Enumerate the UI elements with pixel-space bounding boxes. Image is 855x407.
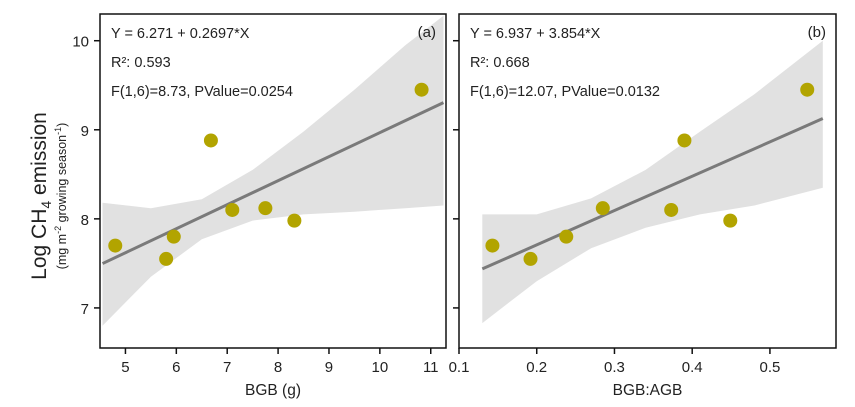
x-tick-label: 10	[372, 359, 389, 376]
r-squared: R²: 0.593	[111, 55, 171, 71]
data-point	[159, 251, 174, 266]
data-point	[203, 133, 218, 148]
r-squared: R²: 0.668	[470, 55, 530, 71]
data-point	[523, 251, 538, 266]
data-point	[664, 202, 679, 217]
data-point	[559, 229, 574, 244]
x-axis-label: BGB (g)	[245, 382, 301, 399]
anova-stats: F(1,6)=8.73, PValue=0.0254	[111, 84, 293, 100]
data-point	[414, 82, 429, 97]
data-point	[723, 213, 738, 228]
x-axis-label: BGB:AGB	[613, 382, 683, 399]
data-point	[800, 82, 815, 97]
anova-stats: F(1,6)=12.07, PValue=0.0132	[470, 84, 660, 100]
x-tick-label: 0.2	[526, 359, 547, 376]
regression-line	[481, 117, 824, 271]
plot-frame	[458, 13, 837, 349]
regression-line	[101, 101, 445, 265]
y-tick-label: 10	[72, 34, 89, 51]
x-tick-label: 6	[172, 359, 180, 376]
x-tick-label: 5	[121, 359, 129, 376]
data-point	[166, 229, 181, 244]
x-tick-label: 7	[223, 359, 231, 376]
panel-label: (a)	[418, 24, 436, 41]
panel-b: 0.1 0.2 0.3 0.4 0.5 Y = 6.937 + 3.854*X R²: …	[449, 13, 837, 399]
data-point	[287, 213, 302, 228]
data-point	[225, 202, 240, 217]
data-point	[677, 133, 692, 148]
x-tick-label: 0.4	[682, 359, 703, 376]
x-tick-label: 8	[274, 359, 282, 376]
plot-frame	[99, 13, 447, 349]
y-tick-label: 7	[81, 301, 89, 318]
data-point	[258, 201, 273, 216]
y-axis-label: Log CH4 emission	[28, 112, 54, 280]
confidence-band	[482, 40, 823, 324]
x-tick-label: 9	[325, 359, 333, 376]
y-axis-unit-label: (mg m-2 growing season-1)	[53, 123, 69, 270]
x-tick-label: 11	[423, 359, 439, 376]
regression-equation: Y = 6.271 + 0.2697*X	[111, 26, 250, 42]
data-point	[595, 201, 610, 216]
panel-label: (b)	[808, 24, 826, 41]
data-point	[108, 238, 123, 253]
x-tick-label: 0.5	[759, 359, 780, 376]
x-tick-label: 0.1	[449, 359, 470, 376]
confidence-band	[102, 15, 444, 326]
x-tick-label: 0.3	[604, 359, 625, 376]
data-point	[485, 238, 500, 253]
regression-equation: Y = 6.937 + 3.854*X	[470, 26, 601, 42]
y-tick-label: 8	[81, 212, 89, 229]
panel-a: 5 6 7 8 9 10 11 7 8 9 10 Y = 6.271 + 0.2697*X R²:…	[72, 13, 447, 399]
y-tick-label: 9	[81, 123, 89, 140]
